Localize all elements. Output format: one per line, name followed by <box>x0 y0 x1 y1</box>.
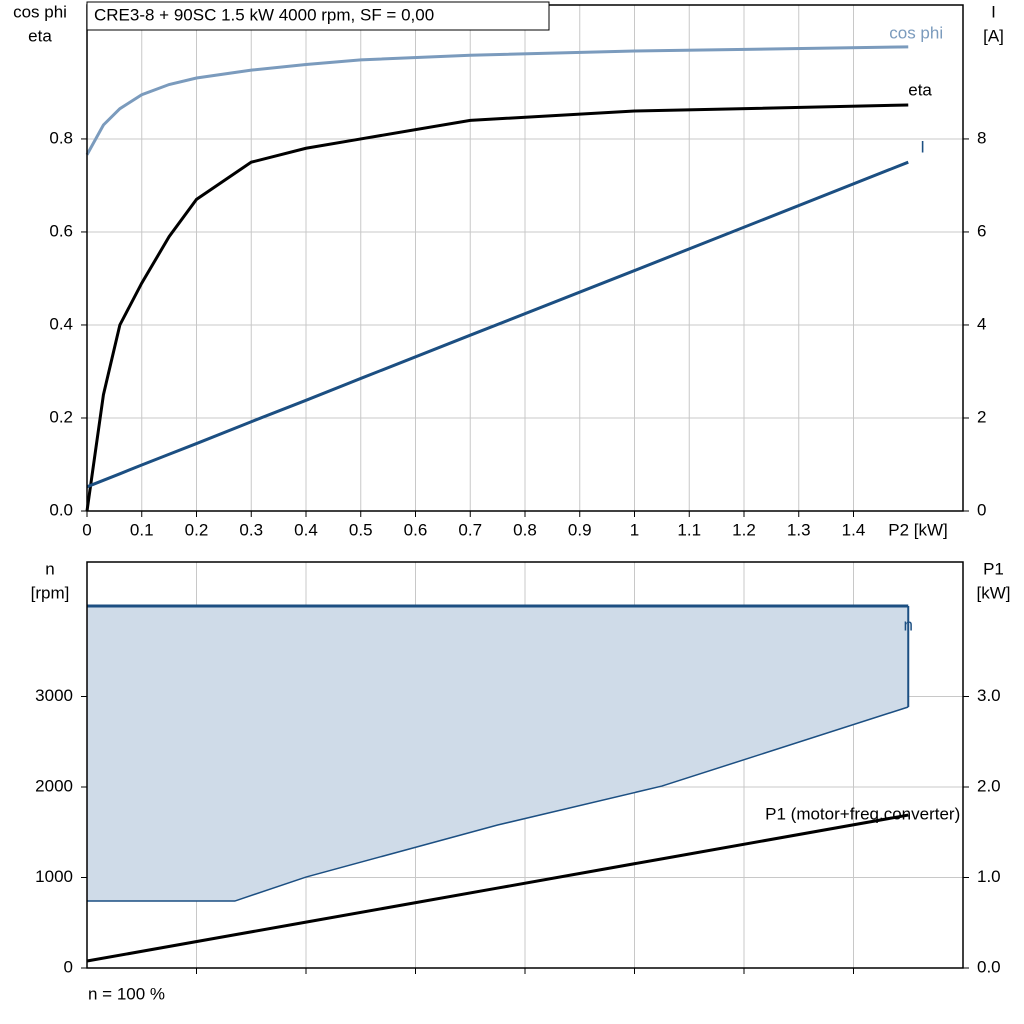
y-tick-label: 0.0 <box>49 500 73 519</box>
series-line <box>86 813 909 963</box>
y2-tick-label: 3.0 <box>977 686 1001 705</box>
x-tick-label: 1 <box>630 520 639 539</box>
y2-tick-label: 2.0 <box>977 776 1001 795</box>
series-label: n <box>904 615 913 634</box>
y-axis-label: [rpm] <box>31 583 70 602</box>
y2-axis-label: [kW] <box>977 583 1011 602</box>
series-line <box>86 160 909 489</box>
x-axis-label: P2 [kW] <box>888 520 948 539</box>
x-tick-label: 1.2 <box>732 520 756 539</box>
chart-title: CRE3-8 + 90SC 1.5 kW 4000 rpm, SF = 0,00 <box>94 5 434 24</box>
title-box <box>86 1 550 31</box>
x-tick-label: 0.3 <box>239 520 263 539</box>
y-axis-label: cos phi <box>13 2 67 21</box>
x-tick-label: 0.5 <box>349 520 373 539</box>
y-axis-label: eta <box>28 26 52 45</box>
range-area <box>87 605 909 902</box>
series-label: cos phi <box>889 23 943 42</box>
y2-tick-label: 8 <box>977 128 986 147</box>
annotation: n = 100 % <box>88 984 165 1003</box>
y-tick-label: 1000 <box>35 867 73 886</box>
y2-tick-label: 6 <box>977 221 986 240</box>
plot-frame <box>86 561 964 969</box>
y2-tick-label: 0.0 <box>977 957 1001 976</box>
y2-tick-label: 0 <box>977 500 986 519</box>
y-tick-label: 0 <box>64 957 73 976</box>
y-tick-label: 3000 <box>35 686 73 705</box>
y2-axis-label: P1 <box>983 559 1004 578</box>
x-tick-label: 1.3 <box>787 520 811 539</box>
y2-tick-label: 1.0 <box>977 867 1001 886</box>
x-tick-label: 0.9 <box>568 520 592 539</box>
y-axis-label: n <box>45 559 54 578</box>
x-tick-label: 0.1 <box>130 520 154 539</box>
x-tick-label: 0.2 <box>185 520 209 539</box>
y-tick-label: 2000 <box>35 776 73 795</box>
y-tick-label: 0.4 <box>49 314 73 333</box>
x-tick-label: 0 <box>82 520 91 539</box>
x-tick-label: 0.6 <box>404 520 428 539</box>
y-tick-label: 0.6 <box>49 221 73 240</box>
series-label: eta <box>908 80 932 99</box>
x-tick-label: 0.8 <box>513 520 537 539</box>
series-line <box>85 45 909 156</box>
x-tick-label: 1.1 <box>677 520 701 539</box>
range-lower-line <box>87 706 909 902</box>
x-tick-label: 1.4 <box>842 520 866 539</box>
y2-axis-label: [A] <box>983 26 1004 45</box>
x-tick-label: 0.4 <box>294 520 318 539</box>
y2-axis-label: I <box>991 2 996 21</box>
y2-tick-label: 4 <box>977 314 986 333</box>
y-tick-label: 0.2 <box>49 407 73 426</box>
x-tick-label: 0.7 <box>458 520 482 539</box>
y-tick-label: 0.8 <box>49 128 73 147</box>
y2-tick-label: 2 <box>977 407 986 426</box>
series-line <box>85 103 909 512</box>
series-label: P1 (motor+freq.converter) <box>765 805 960 824</box>
series-label: I <box>920 138 925 157</box>
